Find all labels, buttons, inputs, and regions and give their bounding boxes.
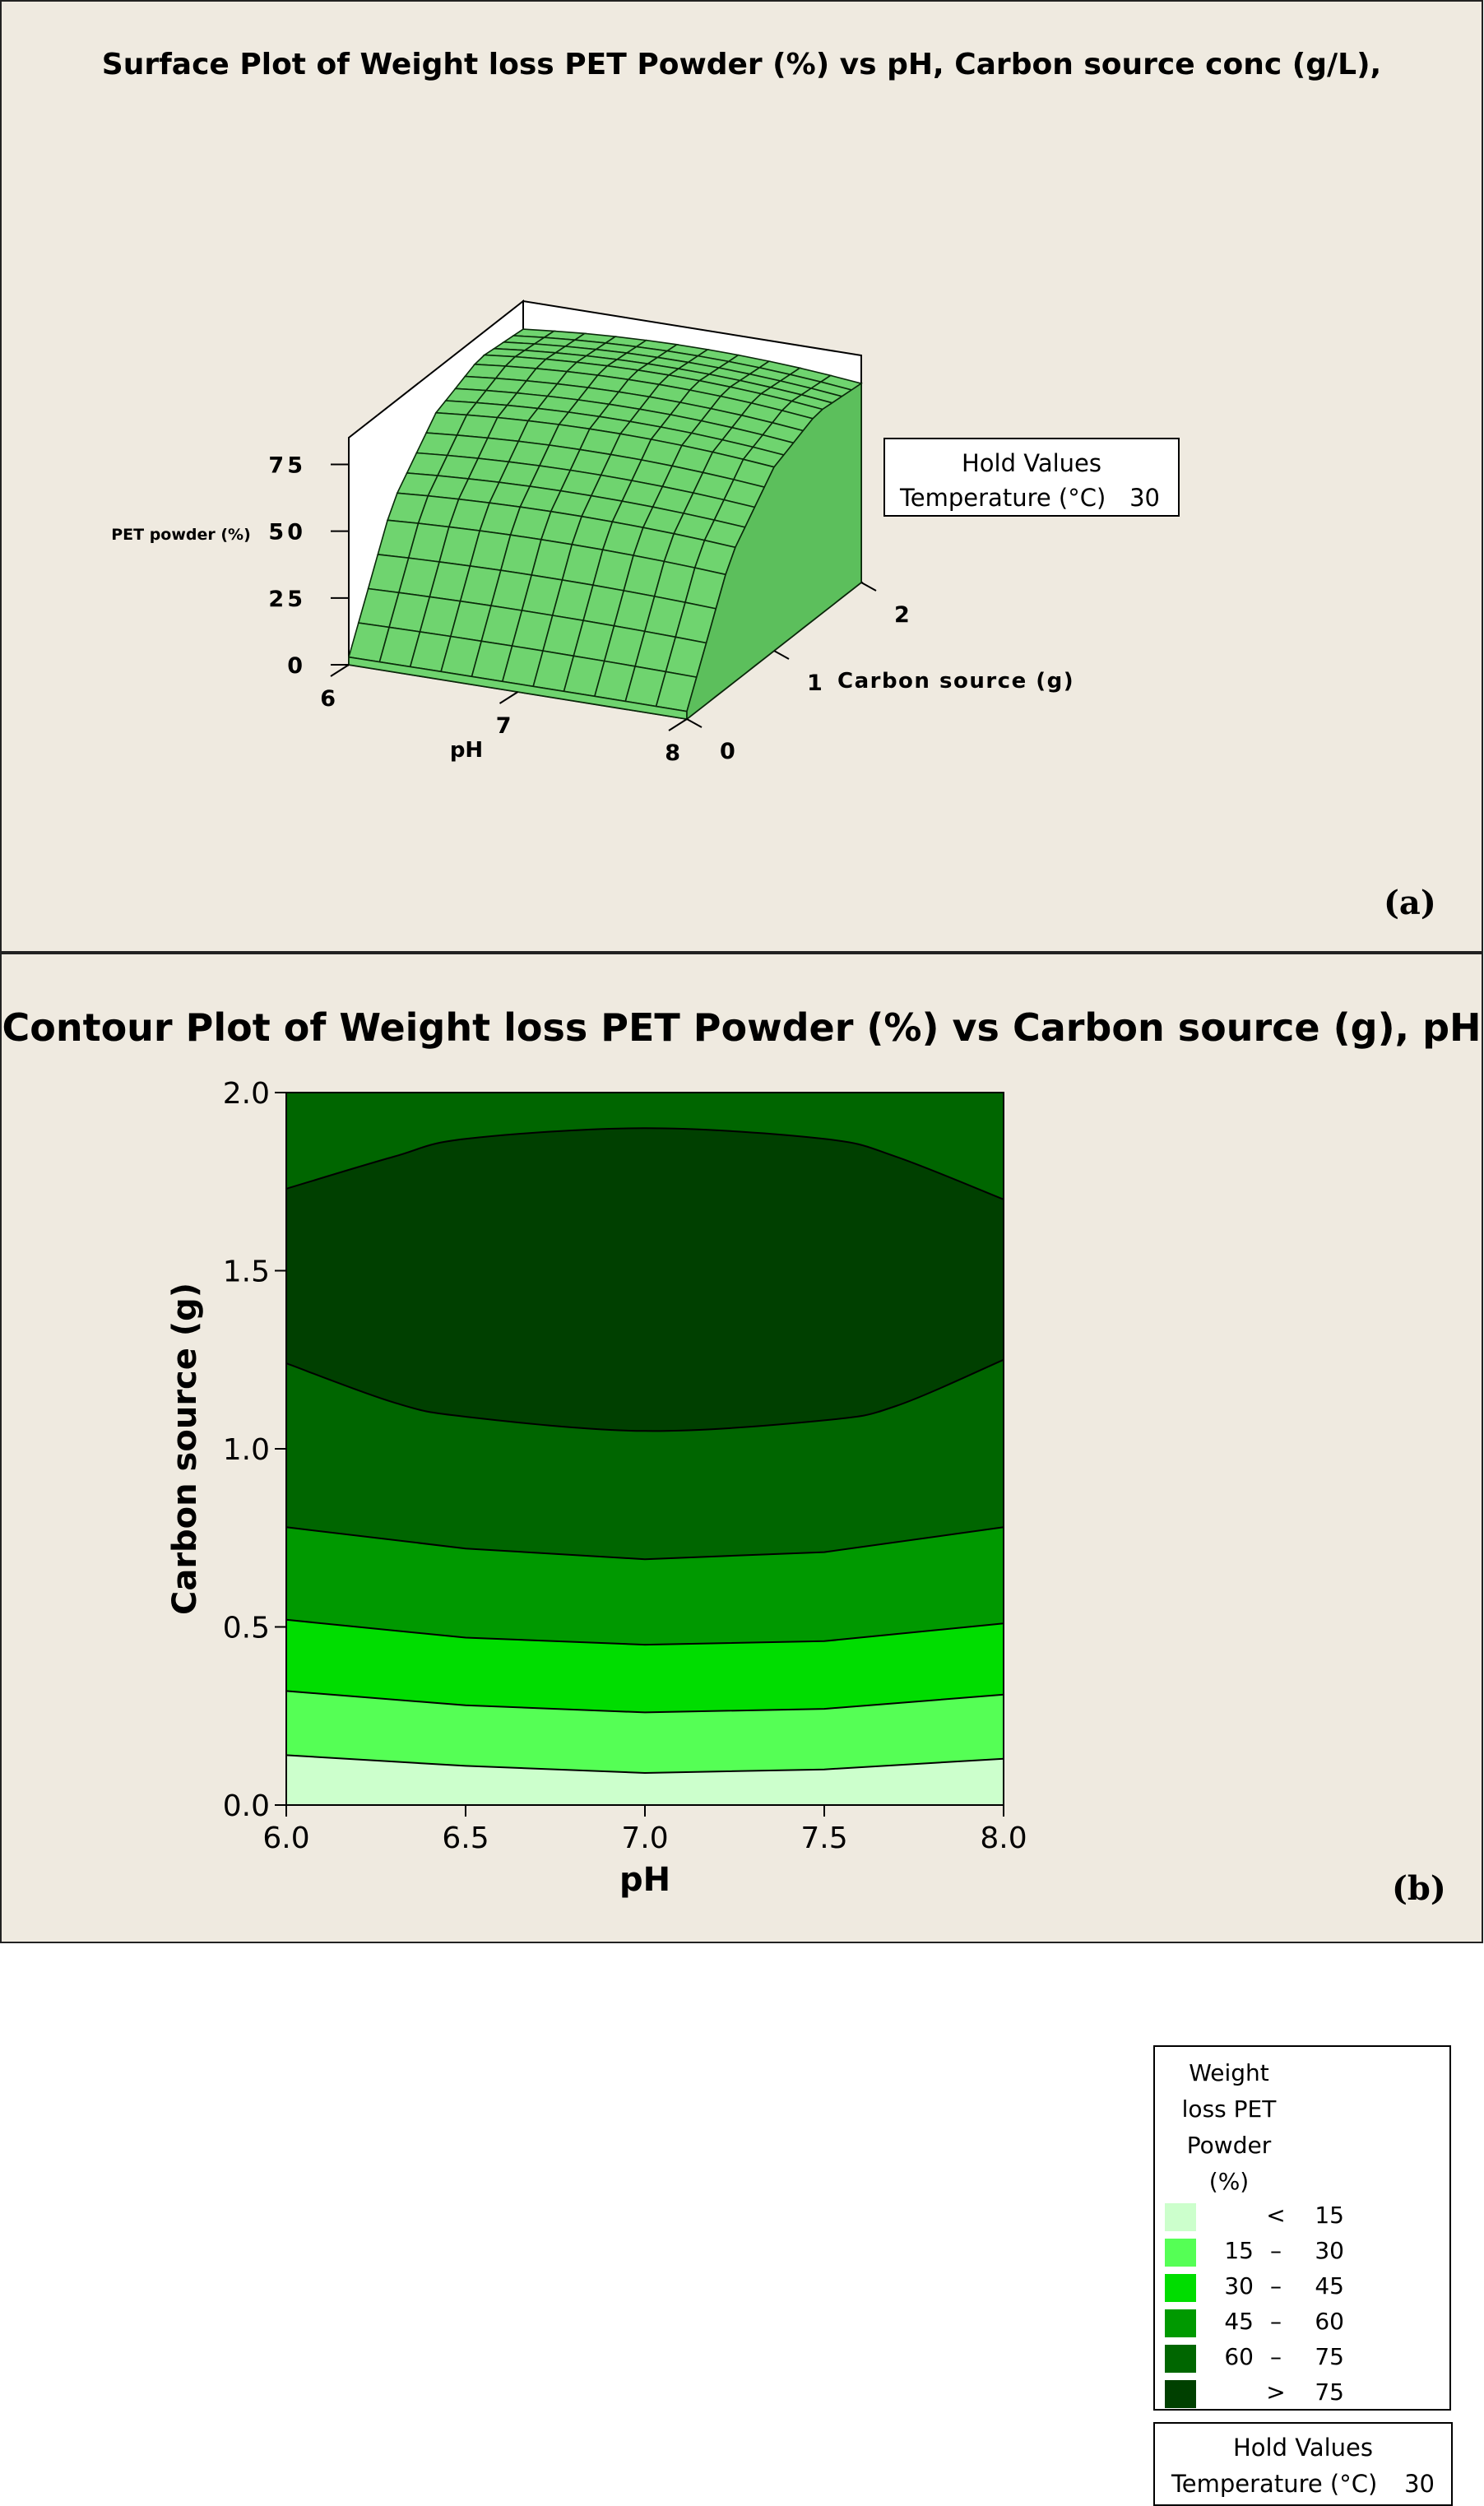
- z-tick-label: 75: [268, 452, 306, 478]
- y-tick-label: 2: [894, 602, 910, 628]
- legend-title: Weight loss PET Powder (%): [1155, 2055, 1303, 2200]
- legend-high: 45: [1315, 2272, 1344, 2299]
- legend-low: 30: [1224, 2272, 1254, 2299]
- y-tick: [860, 582, 877, 592]
- panel-label-a: (a): [1384, 884, 1436, 922]
- legend-separator: <: [1266, 2202, 1286, 2229]
- y-tick-label: 0.0: [223, 1789, 270, 1823]
- hold-values-variable: Temperature (°C): [1171, 2470, 1378, 2498]
- contour-plot-title: Contour Plot of Weight loss PET Powder (…: [2, 1005, 1482, 1050]
- contour-line: [285, 1127, 1004, 1200]
- legend-high: 75: [1315, 2343, 1344, 2370]
- legend-swatch: [1165, 2380, 1196, 2408]
- legend-separator: –: [1270, 2272, 1282, 2299]
- x-tick: [499, 691, 519, 704]
- surface-plot: 0 25 50 75 PET powder (%) 6 7 8 pH 0 1 2 Carbon sour…: [111, 299, 1074, 766]
- legend-separator: –: [1270, 2237, 1282, 2264]
- y-tick: [773, 650, 790, 660]
- legend-low: 15: [1224, 2237, 1254, 2264]
- x-tick-label: 6.5: [442, 1821, 489, 1855]
- legend-item: 30– 45: [1155, 2269, 1453, 2302]
- hold-values-value: 30: [1404, 2470, 1435, 2498]
- legend-low: 60: [1224, 2343, 1254, 2370]
- legend-title-line: Powder: [1186, 2132, 1272, 2159]
- legend-item: 60– 75: [1155, 2340, 1453, 2373]
- legend-swatch: [1165, 2239, 1196, 2267]
- contour-legend: Weight loss PET Powder (%) <15 15–30 30–45…: [1153, 2045, 1451, 2411]
- z-tick-label: 25: [268, 587, 306, 612]
- y-tick-label: 1: [807, 671, 823, 696]
- contour-line: [285, 1526, 1004, 1561]
- legend-swatch: [1165, 2203, 1196, 2231]
- hold-values-variable: Temperature (°C): [900, 484, 1106, 512]
- legend-title-line: (%): [1208, 2168, 1250, 2195]
- y-tick-label: 0.5: [223, 1612, 270, 1645]
- legend-separator: –: [1270, 2343, 1282, 2370]
- contour-line: [285, 1690, 1004, 1714]
- contour-hold-values-box: Hold Values Temperature (°C) 30: [1153, 2422, 1453, 2506]
- legend-low: 45: [1224, 2308, 1254, 2335]
- legend-item: 15– 30: [1155, 2234, 1453, 2267]
- legend-separator: –: [1270, 2308, 1282, 2335]
- legend-title-line: Weight: [1189, 2059, 1269, 2086]
- hold-values-title: Hold Values: [1233, 2434, 1373, 2462]
- x-tick: [668, 718, 688, 731]
- x-tick-label: 7: [496, 713, 512, 739]
- x-tick-label: 8: [665, 740, 680, 766]
- x-tick-label: 7.5: [800, 1821, 847, 1855]
- x-tick-label: 6: [320, 686, 336, 712]
- surface-mesh: [347, 328, 863, 712]
- contour-plot: 6.0 6.5 7.0 7.5 8.0 0.0 0.5 1.0 1.5 2.0 pH Carbon s…: [166, 1077, 1027, 1899]
- z-tick-label: 50: [268, 520, 306, 545]
- x-tick-label: 8.0: [980, 1821, 1027, 1855]
- legend-item: <15: [1155, 2198, 1453, 2231]
- y-tick-label: 1.0: [223, 1433, 270, 1467]
- y-tick-label: 0: [720, 739, 735, 764]
- legend-item: 45– 60: [1155, 2304, 1453, 2337]
- legend-high: 15: [1315, 2202, 1344, 2229]
- hold-values-value: 30: [1129, 484, 1160, 512]
- y-tick: [686, 718, 703, 728]
- legend-separator: >: [1266, 2378, 1286, 2406]
- contour-band-lt-15: [286, 1755, 1004, 1805]
- contour-band-gt-75: [286, 1128, 1004, 1432]
- legend-high: 75: [1315, 2378, 1344, 2406]
- hold-values-title: Hold Values: [962, 449, 1101, 477]
- surface-hold-values-box: Hold Values Temperature (°C) 30: [883, 438, 1180, 517]
- x-tick-label: 7.0: [621, 1821, 668, 1855]
- y-axis-label: Carbon source (g): [166, 1283, 204, 1615]
- legend-high: 30: [1315, 2237, 1344, 2264]
- x-tick-label: 6.0: [262, 1821, 309, 1855]
- y-tick-label: 2.0: [223, 1077, 270, 1111]
- x-tick: [330, 664, 350, 677]
- x-axis-label: pH: [619, 1861, 670, 1899]
- legend-high: 60: [1315, 2308, 1344, 2335]
- panel-label-b: (b): [1392, 1869, 1446, 1908]
- legend-swatch: [1165, 2345, 1196, 2373]
- legend-swatch: [1165, 2309, 1196, 2337]
- legend-item: >75: [1155, 2375, 1453, 2408]
- contour-line: [285, 1358, 1004, 1432]
- z-axis-label: PET powder (%): [111, 526, 251, 544]
- y-tick-label: 1.5: [223, 1255, 270, 1289]
- contour-line: [285, 1618, 1004, 1646]
- contour-plot-panel: Contour Plot of Weight loss PET Powder (…: [0, 953, 1483, 2506]
- surface-plot-title: Surface Plot of Weight loss PET Powder (…: [101, 48, 1382, 81]
- x-axis-label: pH: [450, 738, 483, 763]
- surface-plot-panel: Surface Plot of Weight loss PET Powder (…: [0, 0, 1483, 953]
- z-tick-label: 0: [287, 653, 306, 679]
- legend-swatch: [1165, 2274, 1196, 2302]
- y-axis-label: Carbon source (g): [837, 669, 1074, 694]
- legend-title-line: loss PET: [1181, 2095, 1277, 2123]
- contour-line: [285, 1754, 1004, 1775]
